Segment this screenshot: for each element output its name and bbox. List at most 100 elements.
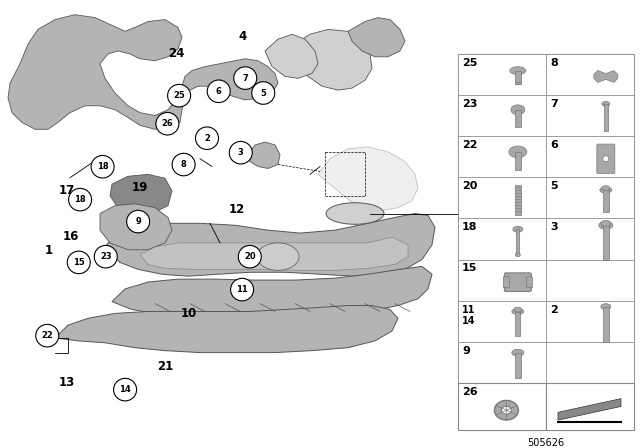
Text: 12: 12 (228, 203, 245, 216)
Text: 8: 8 (550, 58, 557, 68)
Circle shape (195, 127, 218, 150)
Ellipse shape (601, 220, 611, 226)
Text: 3: 3 (550, 222, 557, 233)
FancyBboxPatch shape (597, 144, 615, 173)
Polygon shape (594, 71, 618, 82)
FancyBboxPatch shape (603, 190, 609, 211)
FancyBboxPatch shape (516, 229, 519, 253)
FancyBboxPatch shape (515, 185, 521, 215)
Polygon shape (8, 15, 278, 129)
FancyBboxPatch shape (546, 219, 634, 259)
Circle shape (238, 246, 261, 268)
FancyBboxPatch shape (515, 311, 520, 336)
Ellipse shape (326, 203, 384, 224)
Circle shape (252, 82, 275, 104)
Text: 11
14: 11 14 (462, 305, 476, 326)
Text: 18: 18 (74, 195, 86, 204)
Circle shape (94, 246, 117, 268)
Text: 20: 20 (244, 252, 255, 261)
Text: 20: 20 (462, 181, 477, 191)
FancyBboxPatch shape (458, 177, 546, 219)
FancyBboxPatch shape (546, 259, 634, 301)
Text: 26: 26 (161, 119, 173, 128)
Ellipse shape (602, 101, 610, 106)
Text: 25: 25 (173, 91, 185, 100)
Polygon shape (248, 142, 280, 168)
Polygon shape (558, 399, 621, 420)
Text: 4: 4 (238, 30, 246, 43)
Text: 24: 24 (168, 47, 184, 60)
Text: 16: 16 (63, 230, 79, 243)
Ellipse shape (515, 253, 520, 257)
Text: 6: 6 (216, 87, 221, 96)
FancyBboxPatch shape (458, 342, 546, 383)
FancyBboxPatch shape (546, 301, 634, 342)
Polygon shape (348, 17, 405, 57)
Circle shape (36, 324, 59, 347)
Text: 18: 18 (462, 222, 477, 233)
Circle shape (127, 210, 150, 233)
Circle shape (168, 84, 191, 107)
Text: 505626: 505626 (527, 438, 564, 448)
FancyBboxPatch shape (458, 259, 546, 301)
FancyBboxPatch shape (515, 71, 521, 84)
Ellipse shape (603, 156, 609, 162)
Text: 25: 25 (462, 58, 477, 68)
FancyBboxPatch shape (604, 104, 608, 131)
Text: 11: 11 (236, 285, 248, 294)
FancyBboxPatch shape (546, 54, 634, 95)
FancyBboxPatch shape (458, 136, 546, 177)
Text: 5: 5 (260, 89, 266, 98)
FancyBboxPatch shape (515, 152, 521, 169)
Polygon shape (318, 147, 418, 211)
FancyBboxPatch shape (504, 273, 531, 292)
Text: 18: 18 (97, 162, 108, 171)
FancyBboxPatch shape (458, 95, 546, 136)
Polygon shape (140, 237, 408, 270)
Circle shape (207, 80, 230, 103)
Circle shape (156, 112, 179, 135)
Polygon shape (295, 30, 372, 90)
Ellipse shape (513, 226, 523, 232)
Circle shape (234, 67, 257, 89)
FancyBboxPatch shape (603, 225, 609, 260)
Text: 13: 13 (58, 376, 75, 389)
Ellipse shape (514, 307, 522, 312)
Polygon shape (105, 214, 435, 276)
Text: 19: 19 (131, 181, 148, 194)
Text: 23: 23 (462, 99, 477, 109)
FancyBboxPatch shape (515, 353, 521, 378)
FancyBboxPatch shape (458, 219, 546, 259)
Text: 17: 17 (58, 185, 75, 198)
FancyBboxPatch shape (458, 301, 546, 342)
Ellipse shape (257, 243, 299, 270)
Text: 9: 9 (462, 346, 470, 356)
Text: 10: 10 (181, 307, 197, 320)
Text: 22: 22 (462, 140, 477, 150)
Text: 21: 21 (157, 360, 173, 373)
Ellipse shape (512, 349, 524, 356)
Text: 2: 2 (204, 134, 210, 143)
Text: 3: 3 (238, 148, 244, 157)
Text: 1: 1 (45, 244, 52, 257)
Polygon shape (100, 204, 172, 250)
FancyBboxPatch shape (503, 277, 509, 288)
FancyBboxPatch shape (546, 383, 634, 430)
Circle shape (172, 153, 195, 176)
Text: 2: 2 (550, 305, 557, 314)
FancyBboxPatch shape (526, 277, 532, 288)
Text: 7: 7 (243, 73, 248, 82)
Text: 6: 6 (550, 140, 558, 150)
Ellipse shape (601, 304, 611, 310)
Circle shape (229, 142, 252, 164)
Text: 9: 9 (135, 217, 141, 226)
FancyBboxPatch shape (458, 54, 546, 95)
Ellipse shape (600, 187, 612, 193)
Circle shape (68, 188, 92, 211)
Circle shape (114, 379, 136, 401)
FancyBboxPatch shape (458, 54, 634, 383)
FancyBboxPatch shape (546, 95, 634, 136)
FancyBboxPatch shape (515, 110, 521, 127)
Polygon shape (112, 267, 432, 319)
Ellipse shape (512, 309, 524, 314)
